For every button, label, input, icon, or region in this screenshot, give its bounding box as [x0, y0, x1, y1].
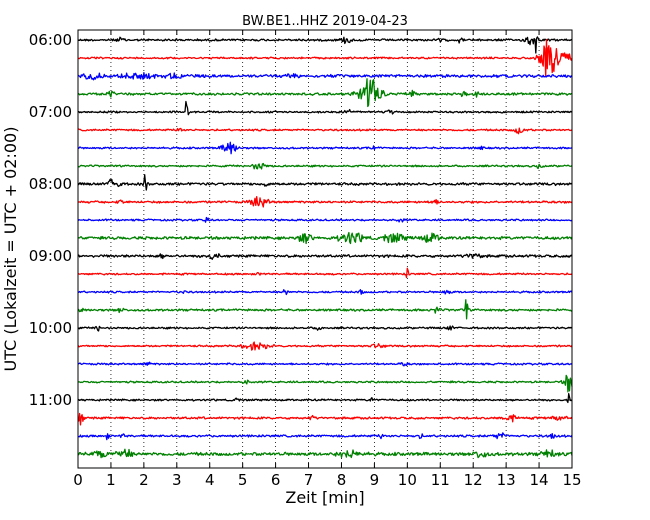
- x-axis-label: Zeit [min]: [285, 488, 364, 507]
- x-tick-label: 15: [562, 471, 581, 489]
- seismic-trace-1015: [77, 341, 573, 351]
- seismic-trace-0930: [78, 289, 573, 296]
- x-tick-label: 6: [271, 471, 281, 489]
- seismic-trace-0700: [77, 100, 573, 116]
- seismic-trace-0745: [77, 162, 573, 170]
- x-tick-label: 5: [238, 471, 248, 489]
- x-tick-label: 7: [304, 471, 314, 489]
- seismic-trace-0800: [77, 174, 573, 191]
- seismic-trace-0600: [78, 36, 573, 54]
- seismic-trace-1000: [77, 325, 572, 332]
- x-axis-ticks: 0 1 2 3 4 5 6 7 8 9 10 11 12 13 14 15: [73, 30, 582, 489]
- y-axis-ticks: 06:00 07:00 08:00 09:00 10:00 11:00: [29, 31, 572, 409]
- plot-frame: [77, 29, 573, 469]
- seismic-trace-1100: [77, 393, 573, 404]
- seismic-trace-1145: [77, 448, 573, 459]
- x-tick-label: 8: [337, 471, 347, 489]
- seismic-trace-0830: [77, 216, 573, 223]
- seismic-trace-0815: [77, 196, 573, 208]
- seismic-trace-1115: [77, 412, 573, 426]
- seismic-trace-0630: [77, 72, 573, 81]
- seismic-trace-1030: [77, 361, 573, 367]
- x-tick-label: 14: [530, 471, 549, 489]
- seismic-trace-0945: [77, 299, 573, 320]
- y-axis-label: UTC (Lokalzeit = UTC + 02:00): [1, 127, 20, 372]
- seismic-trace-1045: [77, 374, 573, 393]
- seismic-trace-0845: [77, 231, 573, 245]
- seismic-trace-0900: [77, 253, 573, 260]
- seismic-trace-0615: [77, 38, 573, 78]
- x-tick-label: 12: [464, 471, 483, 489]
- x-tick-label: 2: [139, 471, 149, 489]
- x-tick-label: 1: [106, 471, 116, 489]
- x-tick-label: 9: [370, 471, 380, 489]
- x-tick-label: 0: [73, 471, 83, 489]
- seismic-trace-0645: [77, 78, 573, 108]
- y-tick-label: 08:00: [29, 175, 72, 193]
- seismic-trace-0715: [77, 127, 573, 135]
- chart-title: BW.BE1..HHZ 2019-04-23: [242, 14, 408, 29]
- x-tick-label: 11: [431, 471, 450, 489]
- seismic-trace-1130: [77, 432, 573, 441]
- y-tick-label: 06:00: [29, 31, 72, 49]
- y-tick-label: 09:00: [29, 247, 72, 265]
- trace-group: [77, 36, 573, 459]
- y-tick-label: 11:00: [29, 391, 72, 409]
- seismic-trace-0730: [77, 141, 573, 155]
- x-tick-label: 10: [398, 471, 417, 489]
- x-tick-label: 13: [497, 471, 516, 489]
- x-tick-label: 3: [172, 471, 182, 489]
- seismic-trace-0915: [77, 267, 573, 279]
- y-tick-label: 10:00: [29, 319, 72, 337]
- y-tick-label: 07:00: [29, 103, 72, 121]
- x-tick-label: 4: [205, 471, 215, 489]
